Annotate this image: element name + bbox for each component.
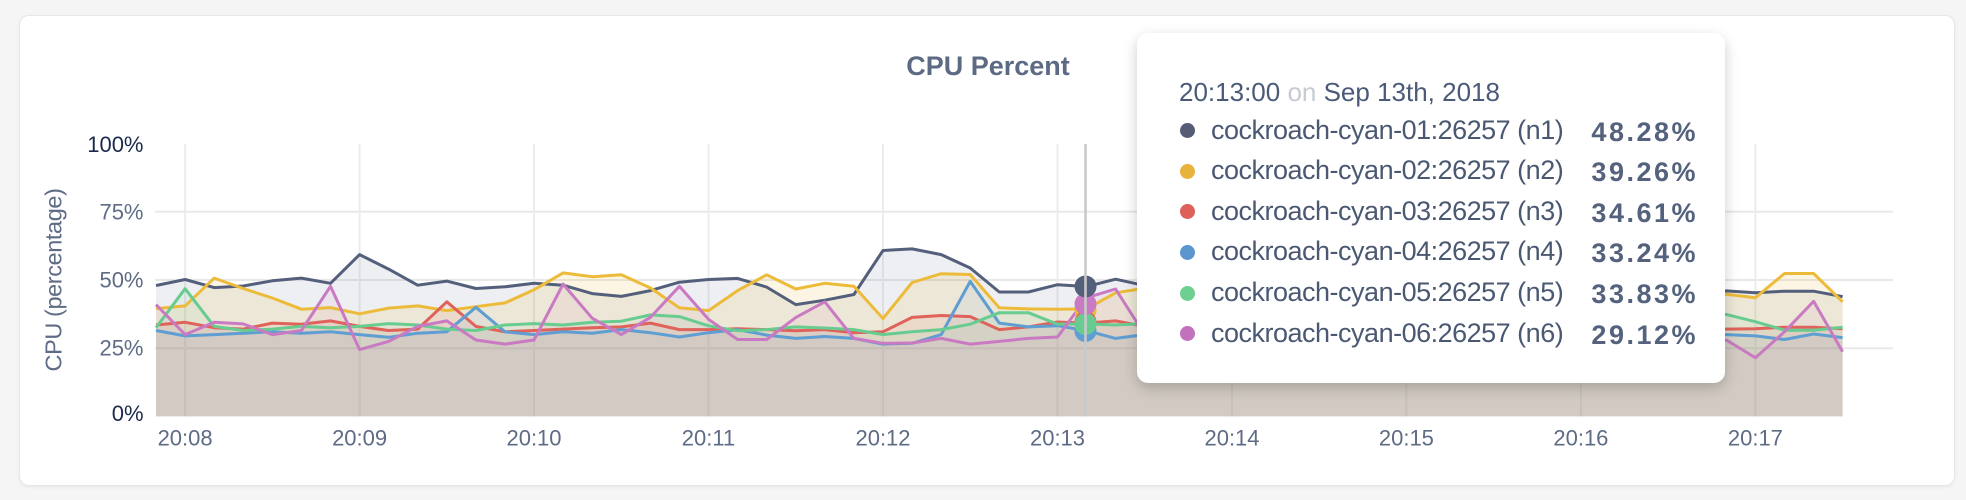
svg-text:CPU (percentage): CPU (percentage) <box>41 189 67 372</box>
svg-text:75%: 75% <box>99 199 143 224</box>
svg-text:0%: 0% <box>112 401 144 426</box>
svg-text:25%: 25% <box>99 336 143 361</box>
svg-text:20:14: 20:14 <box>1204 426 1259 451</box>
svg-text:20:13: 20:13 <box>1030 426 1085 451</box>
svg-text:100%: 100% <box>87 132 143 157</box>
svg-text:50%: 50% <box>99 268 143 293</box>
svg-text:20:10: 20:10 <box>506 426 561 451</box>
svg-text:20:16: 20:16 <box>1553 426 1608 451</box>
svg-text:20:11: 20:11 <box>682 426 735 451</box>
svg-text:20:12: 20:12 <box>855 426 910 451</box>
svg-text:20:09: 20:09 <box>332 426 387 451</box>
svg-text:20:17: 20:17 <box>1728 426 1783 451</box>
svg-text:20:08: 20:08 <box>158 426 213 451</box>
svg-text:20:15: 20:15 <box>1379 426 1434 451</box>
